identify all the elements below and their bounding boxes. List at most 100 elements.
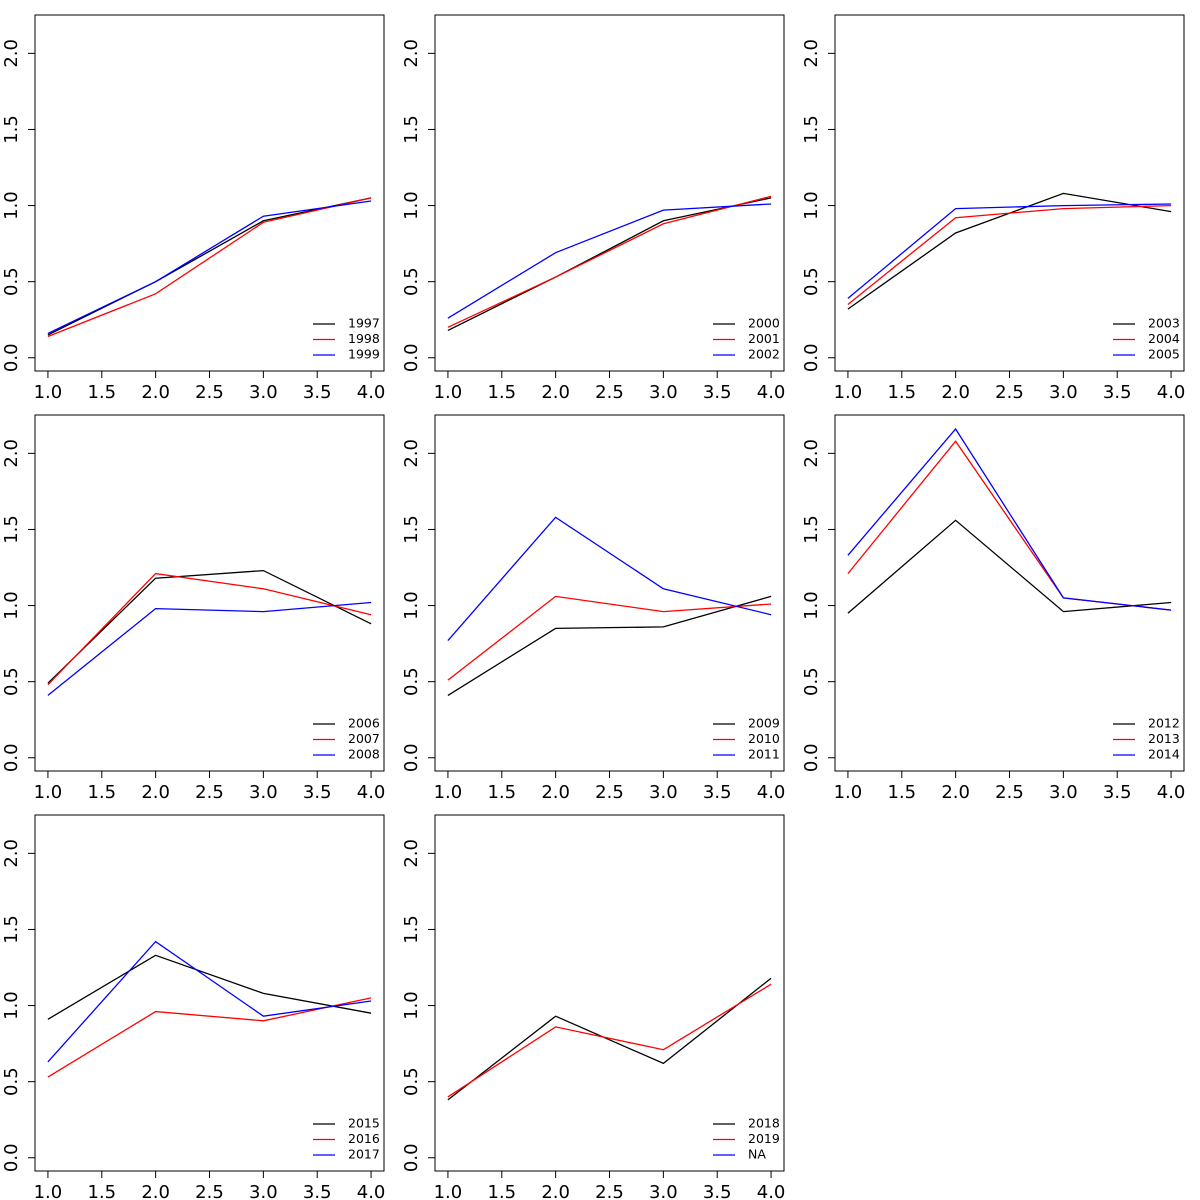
panel: 1.0 1.5 2.0 2.5 3.0 3.5 4.0 0.0 0.5 1.0 1.5 2.0 2012… <box>801 414 1185 803</box>
x-tick-label: 2.5 <box>195 382 224 403</box>
legend-label: 2015 <box>348 1116 380 1131</box>
panel: 1.0 1.5 2.0 2.5 3.0 3.5 4.0 0.0 0.5 1.0 1.5 2.0 2003… <box>801 14 1186 403</box>
y-tick-label: 1.5 <box>401 915 422 944</box>
x-tick-label: 3.5 <box>303 1182 332 1200</box>
legend-label: 1999 <box>348 347 380 362</box>
x-tick-label: 3.5 <box>303 382 332 403</box>
x-tick-label: 1.5 <box>87 1182 116 1200</box>
data-line <box>47 572 372 686</box>
x-tick-label: 1.5 <box>87 382 116 403</box>
x-tick-label: 1.0 <box>34 1182 63 1200</box>
y-tick-label: 0.0 <box>1 743 22 772</box>
legend-label: 2013 <box>1148 731 1180 746</box>
legend-label: 2012 <box>1148 716 1180 731</box>
data-line <box>47 601 372 696</box>
x-tick-label: 2.5 <box>595 782 624 803</box>
x-tick-label: 2.0 <box>541 782 570 803</box>
y-tick-label: 2.0 <box>401 39 422 68</box>
x-tick-label: 4.0 <box>1157 382 1186 403</box>
x-tick-label: 3.0 <box>1049 382 1078 403</box>
y-tick-label: 0.5 <box>801 667 822 696</box>
plot-frame <box>434 414 785 772</box>
y-tick-label: 1.0 <box>1 591 22 620</box>
x-tick-label: 2.5 <box>595 382 624 403</box>
legend-label: 2018 <box>748 1116 780 1131</box>
x-tick-label: 1.5 <box>487 1182 516 1200</box>
x-tick-label: 2.5 <box>195 782 224 803</box>
x-tick-label: 3.0 <box>649 1182 678 1200</box>
data-line <box>447 595 772 681</box>
legend-label: 2010 <box>748 731 780 746</box>
plot-frame <box>834 414 1185 772</box>
legend-label: 2002 <box>748 347 780 362</box>
y-tick-label: 0.5 <box>401 267 422 296</box>
x-tick-label: 3.5 <box>1103 782 1132 803</box>
y-tick-label: 0.5 <box>401 1067 422 1096</box>
y-tick-label: 0.0 <box>401 343 422 372</box>
legend-label: 2014 <box>1148 747 1180 762</box>
y-tick-label: 1.5 <box>1 515 22 544</box>
y-tick-label: 0.0 <box>1 343 22 372</box>
y-tick-label: 1.5 <box>401 515 422 544</box>
legend-label: 2000 <box>748 316 780 331</box>
data-line <box>847 204 1172 306</box>
legend-label: 2017 <box>348 1147 380 1162</box>
data-line <box>47 569 372 684</box>
x-tick-label: 4.0 <box>357 782 386 803</box>
legend-label: 2005 <box>1148 347 1180 362</box>
x-tick-label: 3.5 <box>703 382 732 403</box>
plot-frame <box>34 414 385 772</box>
x-tick-label: 2.5 <box>995 382 1024 403</box>
data-line <box>447 983 772 1098</box>
y-tick-label: 1.5 <box>1 115 22 144</box>
plot-frame <box>34 814 385 1172</box>
data-line <box>47 197 372 338</box>
x-tick-label: 3.5 <box>1103 382 1132 403</box>
y-tick-label: 1.5 <box>801 115 822 144</box>
plot-frame <box>834 14 1185 372</box>
data-line <box>847 427 1172 611</box>
data-line <box>447 195 772 328</box>
y-tick-label: 0.0 <box>1 1143 22 1172</box>
data-line <box>447 197 772 331</box>
y-tick-label: 2.0 <box>1 39 22 68</box>
x-tick-label: 3.0 <box>649 382 678 403</box>
y-tick-label: 2.0 <box>401 439 422 468</box>
x-tick-label: 2.0 <box>141 782 170 803</box>
legend-label: 2001 <box>748 331 780 346</box>
panel: 1.0 1.5 2.0 2.5 3.0 3.5 4.0 0.0 0.5 1.0 1.5 2.0 2000… <box>401 14 785 403</box>
legend-label: 1998 <box>348 331 380 346</box>
x-tick-label: 3.0 <box>249 782 278 803</box>
y-tick-label: 1.0 <box>401 591 422 620</box>
y-tick-label: 2.0 <box>1 439 22 468</box>
x-tick-label: 1.0 <box>434 382 463 403</box>
legend-label: 2009 <box>748 716 780 731</box>
data-line <box>47 940 372 1063</box>
y-tick-label: 1.5 <box>801 515 822 544</box>
x-tick-label: 1.0 <box>34 782 63 803</box>
y-tick-label: 0.0 <box>801 743 822 772</box>
legend-label: 2011 <box>748 747 780 762</box>
legend-label: 1997 <box>348 316 380 331</box>
legend-label: 2007 <box>348 731 380 746</box>
y-tick-label: 2.0 <box>801 439 822 468</box>
plot-frame <box>34 14 385 372</box>
legend-label: 2006 <box>348 716 380 731</box>
y-tick-label: 1.0 <box>1 991 22 1020</box>
legend-label: 2016 <box>348 1131 380 1146</box>
x-tick-label: 3.5 <box>703 1182 732 1200</box>
x-tick-label: 1.0 <box>434 782 463 803</box>
y-tick-label: 1.5 <box>1 915 22 944</box>
data-line <box>847 519 1172 614</box>
y-tick-label: 0.0 <box>401 743 422 772</box>
panel: 1.0 1.5 2.0 2.5 3.0 3.5 4.0 0.0 0.5 1.0 1.5 2.0 2009… <box>401 414 785 803</box>
x-tick-label: 2.5 <box>995 782 1024 803</box>
x-tick-label: 2.0 <box>541 1182 570 1200</box>
y-tick-label: 1.0 <box>801 191 822 220</box>
y-tick-label: 0.5 <box>801 267 822 296</box>
x-tick-label: 3.0 <box>649 782 678 803</box>
x-tick-label: 2.5 <box>195 1182 224 1200</box>
legend-label: 2003 <box>1148 316 1180 331</box>
panel: 1.0 1.5 2.0 2.5 3.0 3.5 4.0 0.0 0.5 1.0 1.5 2.0 2018… <box>401 814 785 1200</box>
